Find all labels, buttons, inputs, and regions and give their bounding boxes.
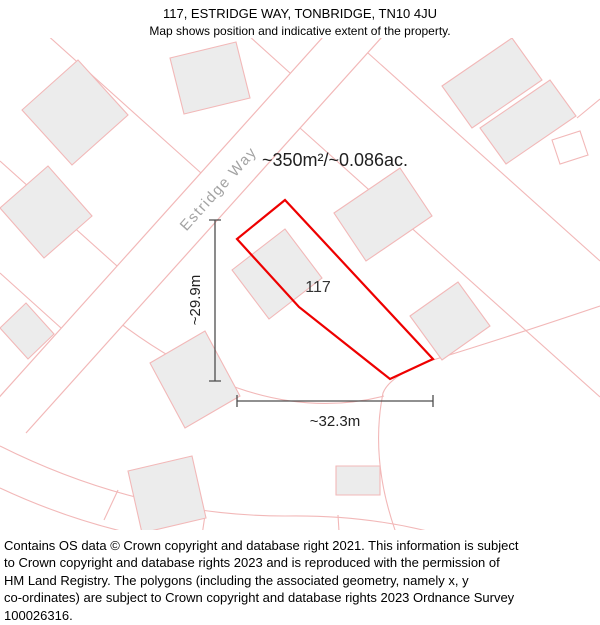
map-header: 117, ESTRIDGE WAY, TONBRIDGE, TN10 4JU M… (0, 0, 600, 38)
parcel-line (0, 445, 426, 530)
building (479, 79, 577, 165)
road-edge (25, 38, 382, 434)
parcel-lines (0, 38, 600, 530)
area-label: ~350m²/~0.086ac. (262, 150, 408, 170)
copyright-footer: Contains OS data © Crown copyright and d… (0, 530, 600, 625)
footer-line: Contains OS data © Crown copyright and d… (4, 538, 519, 553)
dimension-vertical: ~29.9m (187, 219, 221, 382)
map-canvas: ~29.9m ~32.3m ~350m²/~0.086ac. 117 Estri… (0, 38, 600, 530)
building (21, 59, 129, 166)
building (409, 281, 491, 361)
building (169, 41, 251, 115)
parcel-line (49, 38, 202, 174)
parcel-line (378, 305, 600, 530)
buildings (0, 38, 589, 530)
page-subtitle: Map shows position and indicative extent… (149, 24, 451, 38)
building (0, 165, 93, 259)
building (231, 228, 323, 320)
dimension-vertical-label: ~29.9m (187, 275, 204, 325)
parcel-line (367, 52, 600, 262)
page-title: 117, ESTRIDGE WAY, TONBRIDGE, TN10 4JU (162, 6, 438, 21)
dimension-horizontal: ~32.3m (236, 395, 434, 430)
road-surface (0, 38, 382, 433)
road-estridge-way (0, 38, 382, 434)
building (335, 465, 381, 496)
parcel-line (337, 514, 340, 530)
parcel-line (119, 322, 385, 405)
building-outline (551, 130, 589, 165)
parcel-line (103, 489, 119, 521)
building (0, 302, 55, 360)
footer-line: to Crown copyright and database rights 2… (4, 555, 500, 571)
plot-number-label: 117 (305, 279, 331, 296)
building (127, 455, 207, 530)
footer-line: 100026316. (4, 607, 73, 623)
dimension-vertical-line (209, 219, 221, 382)
parcel-line (202, 514, 206, 530)
parcel-line (250, 38, 291, 74)
map-container: ~29.9m ~32.3m ~350m²/~0.086ac. 117 Estri… (0, 38, 600, 530)
parcel-line (0, 487, 120, 530)
building (441, 38, 543, 129)
parcel-line (0, 272, 62, 329)
building (333, 167, 433, 262)
dimension-horizontal-line (236, 395, 434, 407)
plot-outline (235, 198, 435, 381)
parcel-line (576, 98, 600, 119)
road-edge (0, 38, 323, 398)
building (149, 330, 241, 429)
footer-line: co-ordinates) are subject to Crown copyr… (4, 590, 515, 606)
footer-line: HM Land Registry. The polygons (includin… (4, 572, 469, 588)
dimension-horizontal-label: ~32.3m (310, 413, 360, 430)
parcel-line (299, 127, 600, 398)
